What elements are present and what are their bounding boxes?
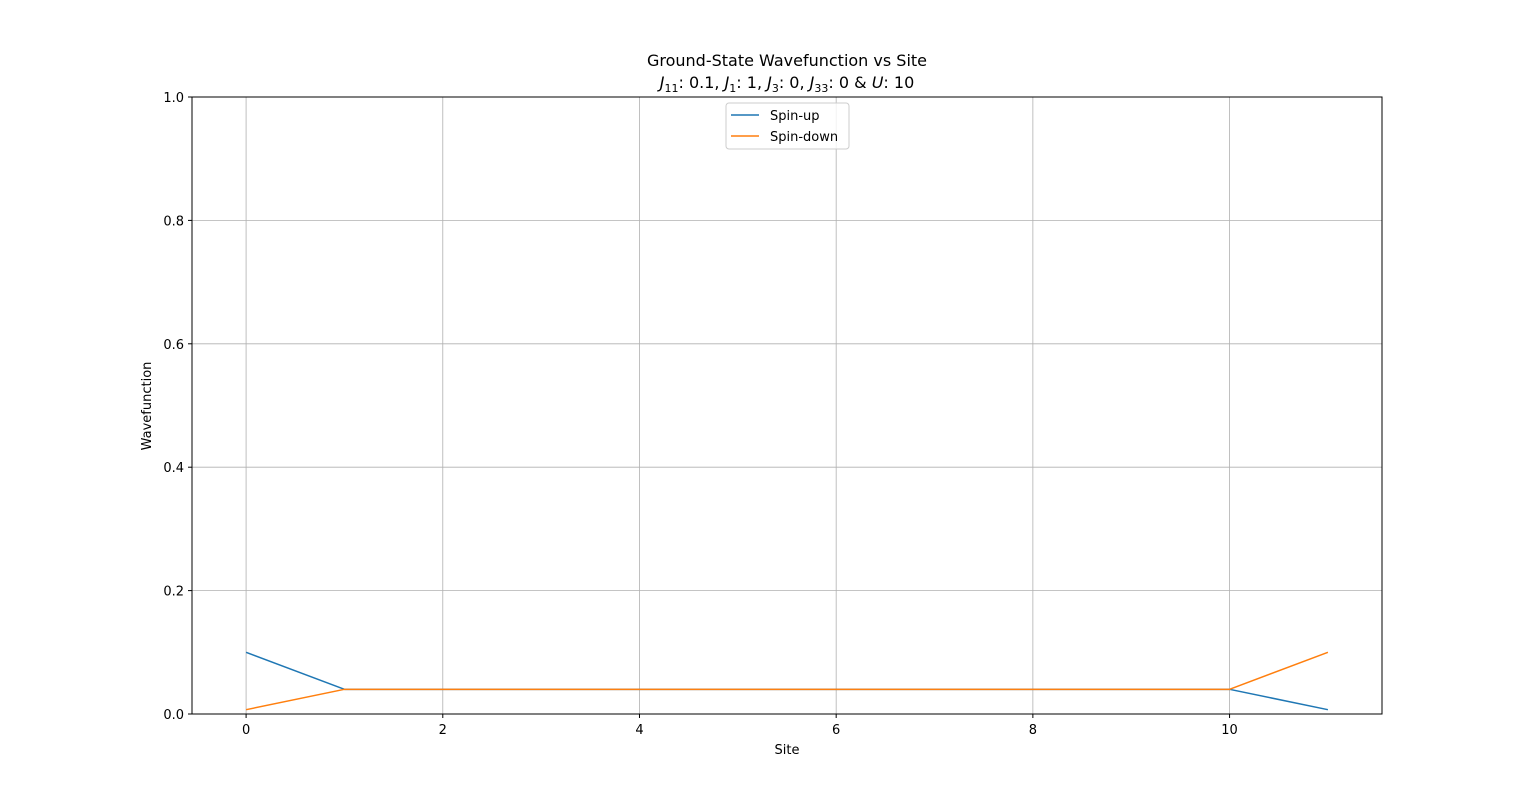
subtitle-part: : 0, xyxy=(779,73,810,92)
x-tick-label: 10 xyxy=(1221,723,1238,738)
x-tick-label: 4 xyxy=(635,723,643,738)
x-axis: 0 2 4 6 8 10 xyxy=(242,714,1238,738)
legend: Spin-up Spin-down xyxy=(725,102,850,150)
subtitle-part: U xyxy=(872,73,884,92)
x-tick-label: 8 xyxy=(1029,723,1037,738)
chart-title: Ground-State Wavefunction vs Site xyxy=(647,51,927,70)
y-tick-label: 0.8 xyxy=(163,214,184,229)
y-tick-label: 0.6 xyxy=(163,338,184,353)
x-tick-label: 2 xyxy=(439,723,447,738)
subtitle-part: J xyxy=(807,73,815,92)
y-tick-label: 1.0 xyxy=(163,91,184,106)
plot-lines xyxy=(245,651,1329,711)
plot-frame xyxy=(191,96,1383,715)
y-tick-label: 0.2 xyxy=(163,585,184,600)
chart-subtitle: J11: 0.1, J1: 1, J3: 0, J33: 0 & U: 10 xyxy=(657,73,915,95)
legend-label: Spin-down xyxy=(770,130,838,145)
subtitle-part: 3 xyxy=(772,82,779,95)
subtitle-part: 11 xyxy=(664,82,678,95)
y-axis: 0.0 0.2 0.4 0.6 0.8 1.0 xyxy=(163,91,192,723)
x-tick-label: 0 xyxy=(242,723,250,738)
series-line-spin-down xyxy=(245,651,1329,711)
subtitle-part: J xyxy=(764,73,772,92)
subtitle-part: 1 xyxy=(729,82,736,95)
y-tick-label: 0.4 xyxy=(163,461,184,476)
y-axis-label: Wavefunction xyxy=(140,362,155,451)
subtitle-part: : 0 & xyxy=(828,73,871,92)
subtitle-part: : 0.1, xyxy=(678,73,724,92)
legend-label: Spin-up xyxy=(770,109,820,124)
x-tick-label: 6 xyxy=(832,723,840,738)
x-axis-label: Site xyxy=(775,743,800,758)
subtitle-part: : 10 xyxy=(883,73,914,92)
subtitle-part: J xyxy=(657,73,665,92)
subtitle-part: : 1, xyxy=(736,73,767,92)
subtitle-part: 33 xyxy=(814,82,828,95)
y-tick-label: 0.0 xyxy=(163,708,184,723)
subtitle-part: J xyxy=(722,73,730,92)
